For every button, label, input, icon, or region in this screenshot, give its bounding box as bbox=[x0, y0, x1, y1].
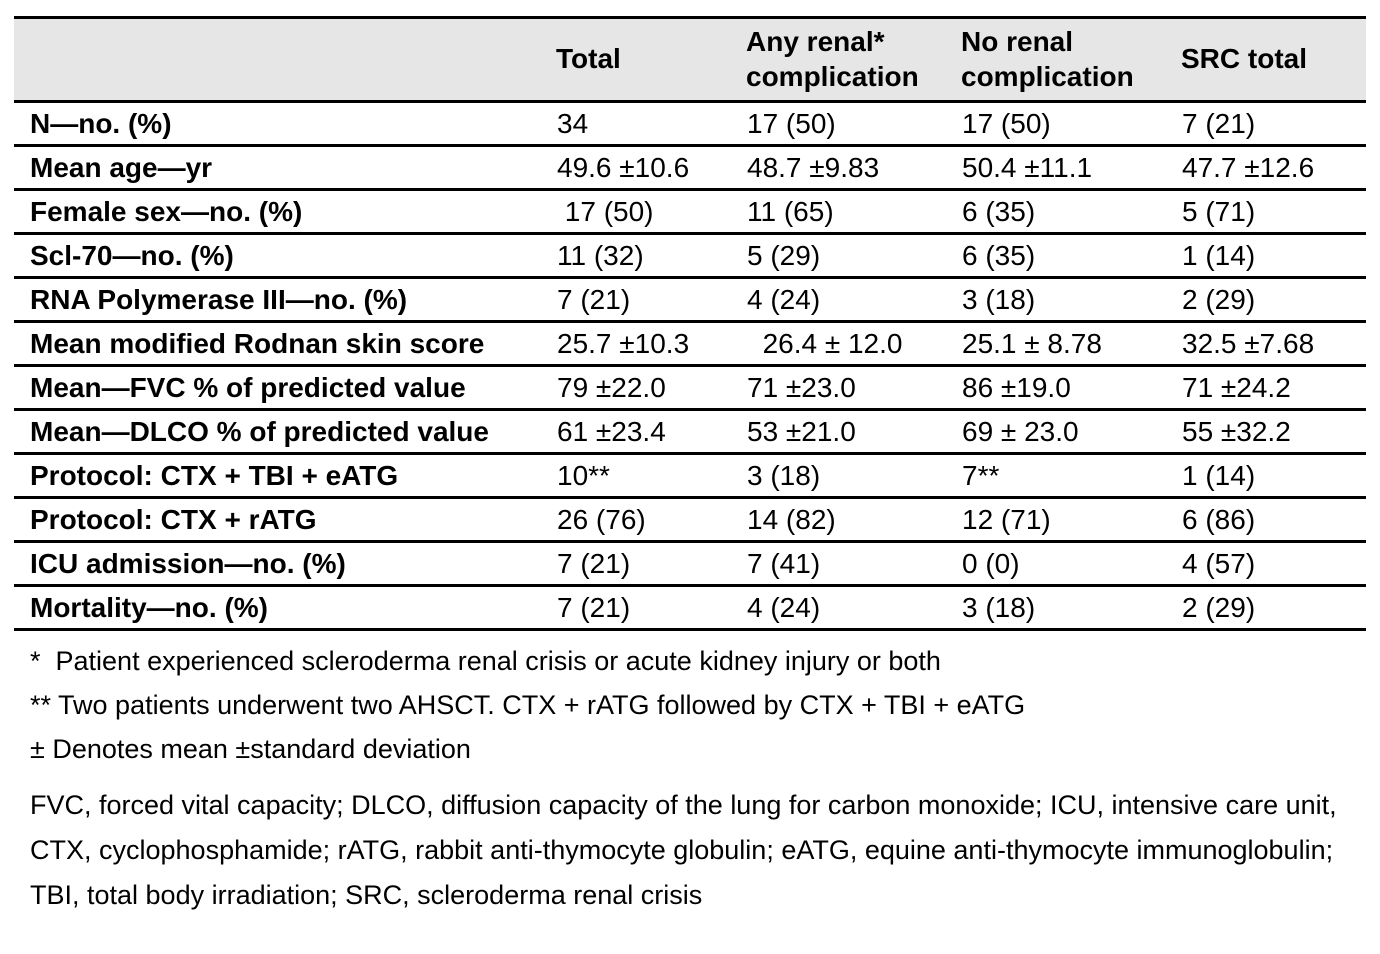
cell-value: 7 (21) bbox=[545, 277, 735, 323]
table-row: Mean modified Rodnan skin score 25.7 ±10… bbox=[14, 321, 1366, 367]
header-row: Total Any renal* complication No renal c… bbox=[14, 17, 1366, 103]
cell-value: 2 (29) bbox=[1170, 277, 1366, 323]
table-row: Protocol: CTX + TBI + eATG 10** 3 (18) 7… bbox=[14, 453, 1366, 499]
cell-value: 11 (32) bbox=[545, 233, 735, 279]
cell-value: 1 (14) bbox=[1170, 233, 1366, 279]
cell-value: 50.4 ±11.1 bbox=[950, 145, 1170, 191]
cell-value: 5 (29) bbox=[735, 233, 950, 279]
cell-value: 3 (18) bbox=[950, 277, 1170, 323]
cell-value: 53 ±21.0 bbox=[735, 409, 950, 455]
header-cell-any-renal-complication: Any renal* complication bbox=[735, 17, 950, 103]
table-row: Protocol: CTX + rATG 26 (76) 14 (82) 12 … bbox=[14, 497, 1366, 543]
cell-value: 4 (57) bbox=[1170, 541, 1366, 587]
row-label: Mean—FVC % of predicted value bbox=[14, 365, 545, 411]
table-row: Mortality—no. (%) 7 (21) 4 (24) 3 (18) 2… bbox=[14, 585, 1366, 631]
table-row: Mean—DLCO % of predicted value 61 ±23.4 … bbox=[14, 409, 1366, 455]
cell-value: 5 (71) bbox=[1170, 189, 1366, 235]
table-row: Mean age—yr 49.6 ±10.6 48.7 ±9.83 50.4 ±… bbox=[14, 145, 1366, 191]
row-label: RNA Polymerase III—no. (%) bbox=[14, 277, 545, 323]
cell-value: 6 (86) bbox=[1170, 497, 1366, 543]
table-row: N—no. (%) 34 17 (50) 17 (50) 7 (21) bbox=[14, 101, 1366, 147]
table-row: ICU admission—no. (%) 7 (21) 7 (41) 0 (0… bbox=[14, 541, 1366, 587]
row-label: N—no. (%) bbox=[14, 101, 545, 147]
table-row: Scl-70—no. (%) 11 (32) 5 (29) 6 (35) 1 (… bbox=[14, 233, 1366, 279]
cell-value: 12 (71) bbox=[950, 497, 1170, 543]
cell-value: 79 ±22.0 bbox=[545, 365, 735, 411]
cell-value: 55 ±32.2 bbox=[1170, 409, 1366, 455]
row-label: Protocol: CTX + TBI + eATG bbox=[14, 453, 545, 499]
row-label: Female sex—no. (%) bbox=[14, 189, 545, 235]
footnote-plus-minus: ± Denotes mean ±standard deviation bbox=[30, 734, 471, 764]
cell-value: 61 ±23.4 bbox=[545, 409, 735, 455]
cell-value: 6 (35) bbox=[950, 189, 1170, 235]
footnote-asterisk: * Patient experienced scleroderma renal … bbox=[30, 646, 941, 676]
cell-value: 34 bbox=[545, 101, 735, 147]
table-row: Mean—FVC % of predicted value 79 ±22.0 7… bbox=[14, 365, 1366, 411]
cell-value: 25.7 ±10.3 bbox=[545, 321, 735, 367]
cell-value: 17 (50) bbox=[950, 101, 1170, 147]
row-label: Scl-70—no. (%) bbox=[14, 233, 545, 279]
cell-value: 49.6 ±10.6 bbox=[545, 145, 735, 191]
cell-value: 4 (24) bbox=[735, 585, 950, 631]
header-cell-src-total: SRC total bbox=[1170, 17, 1366, 103]
cell-value: 7 (41) bbox=[735, 541, 950, 587]
table-row: Female sex—no. (%) 17 (50) 11 (65) 6 (35… bbox=[14, 189, 1366, 235]
header-cell-empty bbox=[14, 17, 545, 103]
cell-value: 32.5 ±7.68 bbox=[1170, 321, 1366, 367]
cell-value: 14 (82) bbox=[735, 497, 950, 543]
cell-value: 25.1 ± 8.78 bbox=[950, 321, 1170, 367]
cell-value: 4 (24) bbox=[735, 277, 950, 323]
cell-value: 71 ±24.2 bbox=[1170, 365, 1366, 411]
header-cell-no-renal-complication: No renal complication bbox=[950, 17, 1170, 103]
baseline-characteristics-table: Total Any renal* complication No renal c… bbox=[14, 16, 1366, 631]
cell-value: 2 (29) bbox=[1170, 585, 1366, 631]
footnotes-block: * Patient experienced scleroderma renal … bbox=[30, 639, 1380, 771]
abbreviations-paragraph: FVC, forced vital capacity; DLCO, diffus… bbox=[30, 790, 1337, 910]
cell-value: 7 (21) bbox=[545, 541, 735, 587]
footnote-double-asterisk: ** Two patients underwent two AHSCT. CTX… bbox=[30, 690, 1026, 720]
row-label: Mean age—yr bbox=[14, 145, 545, 191]
header-cell-total: Total bbox=[545, 17, 735, 103]
cell-value: 3 (18) bbox=[735, 453, 950, 499]
row-label: Mean—DLCO % of predicted value bbox=[14, 409, 545, 455]
row-label: ICU admission—no. (%) bbox=[14, 541, 545, 587]
cell-value: 69 ± 23.0 bbox=[950, 409, 1170, 455]
cell-value: 47.7 ±12.6 bbox=[1170, 145, 1366, 191]
cell-value: 6 (35) bbox=[950, 233, 1170, 279]
row-label: Mean modified Rodnan skin score bbox=[14, 321, 545, 367]
cell-value: 26.4 ± 12.0 bbox=[735, 321, 950, 367]
page: Total Any renal* complication No renal c… bbox=[0, 16, 1380, 954]
row-label: Protocol: CTX + rATG bbox=[14, 497, 545, 543]
cell-value: 17 (50) bbox=[735, 101, 950, 147]
table-row: RNA Polymerase III—no. (%) 7 (21) 4 (24)… bbox=[14, 277, 1366, 323]
cell-value: 1 (14) bbox=[1170, 453, 1366, 499]
cell-value: 7 (21) bbox=[1170, 101, 1366, 147]
cell-value: 3 (18) bbox=[950, 585, 1170, 631]
cell-value: 86 ±19.0 bbox=[950, 365, 1170, 411]
cell-value: 17 (50) bbox=[545, 189, 735, 235]
cell-value: 26 (76) bbox=[545, 497, 735, 543]
cell-value: 7 (21) bbox=[545, 585, 735, 631]
cell-value: 0 (0) bbox=[950, 541, 1170, 587]
row-label: Mortality—no. (%) bbox=[14, 585, 545, 631]
cell-value: 7** bbox=[950, 453, 1170, 499]
cell-value: 10** bbox=[545, 453, 735, 499]
cell-value: 11 (65) bbox=[735, 189, 950, 235]
cell-value: 71 ±23.0 bbox=[735, 365, 950, 411]
cell-value: 48.7 ±9.83 bbox=[735, 145, 950, 191]
